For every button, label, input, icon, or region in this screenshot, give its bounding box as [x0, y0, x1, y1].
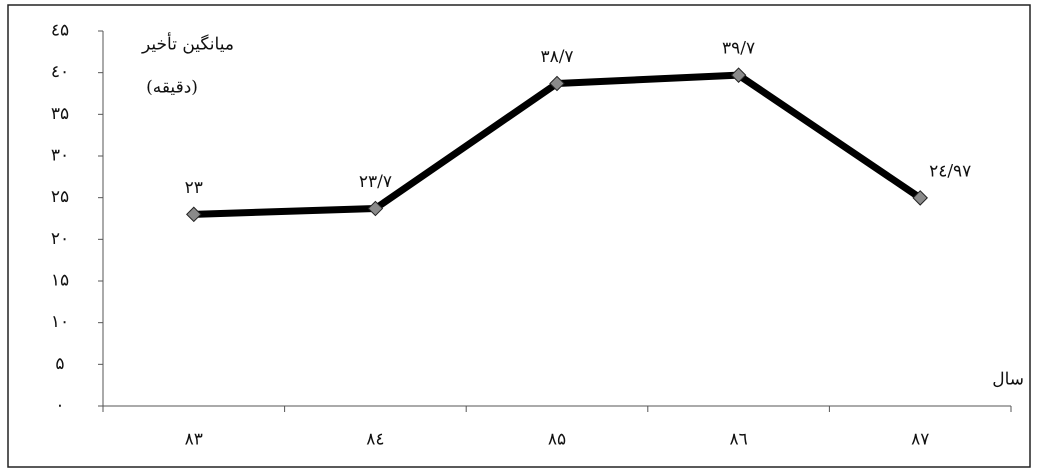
y-tick-label: ۵: [55, 354, 64, 374]
y-tick-label: ٤۵: [51, 21, 69, 41]
marker: [186, 206, 202, 223]
x-tick-label: ۸٦: [729, 430, 747, 450]
data-label: ۲۳/۷: [359, 172, 392, 192]
marker: [912, 190, 928, 206]
data-label: ۲۳: [185, 178, 203, 198]
y-tick-label: ۱۰: [51, 312, 69, 332]
series-line: [193, 71, 923, 218]
y-tick-label: ۳۵: [51, 104, 69, 124]
frame: [7, 4, 1031, 468]
marker: [730, 67, 747, 83]
x-tick-label: ۸۳: [185, 430, 203, 450]
y-tick-label: ۲۰: [51, 229, 69, 249]
y-tick-label: ۱۵: [51, 271, 69, 291]
y-tick-label: ۲۵: [51, 187, 69, 207]
data-label: ۳۹/۷: [722, 39, 755, 59]
y-tick-label: ۳۰: [51, 146, 69, 166]
x-axis-label: سال: [992, 370, 1024, 390]
y-tick-label: ٤٠: [51, 62, 69, 82]
y-tick-label: ٠: [55, 396, 64, 416]
y-axis-label: (دقیقه): [146, 78, 198, 98]
x-tick-label: ۸۵: [548, 430, 566, 450]
x-tick-label: ۸۷: [911, 430, 929, 450]
data-label: ۳۸/۷: [540, 47, 573, 67]
marker: [367, 200, 384, 217]
y-axis-label: میانگین تأخیر: [141, 32, 234, 55]
x-tick-label: ۸٤: [366, 430, 384, 450]
data-label: ٢٤/۹۷: [929, 161, 971, 181]
marker: [549, 75, 565, 92]
